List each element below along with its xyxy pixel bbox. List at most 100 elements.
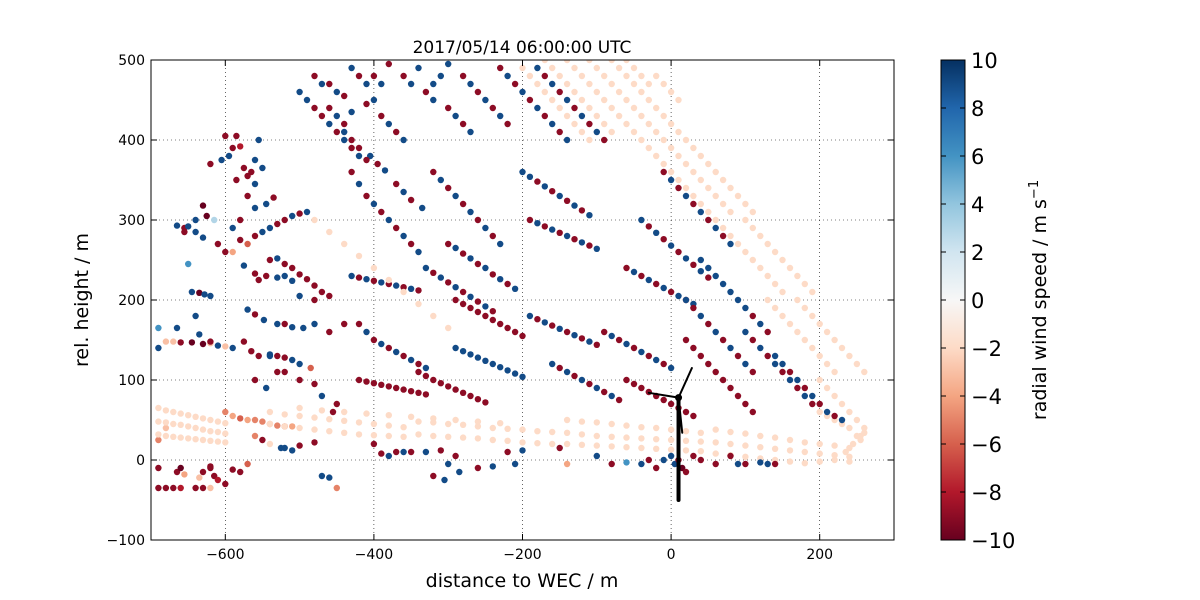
data-point — [199, 415, 207, 422]
data-point — [207, 160, 214, 168]
data-point — [326, 80, 333, 88]
data-point — [734, 192, 742, 200]
data-point — [173, 324, 181, 332]
data-point — [452, 416, 459, 424]
data-point — [556, 72, 563, 80]
data-point — [207, 437, 214, 444]
data-point — [563, 80, 571, 88]
data-point — [393, 180, 400, 188]
data-point — [489, 436, 496, 444]
data-point — [445, 104, 452, 112]
data-point — [400, 136, 407, 144]
data-point — [541, 60, 548, 64]
chart-title: 2017/05/14 06:00:00 UTC — [413, 38, 632, 58]
data-point — [296, 88, 303, 96]
data-point — [511, 80, 519, 88]
colorbar-tick-label: 8 — [971, 97, 984, 121]
data-point — [682, 428, 690, 435]
data-point — [653, 424, 660, 432]
data-point — [563, 197, 571, 204]
data-point — [311, 414, 318, 421]
data-point — [155, 464, 162, 472]
data-point — [593, 64, 600, 72]
data-point — [407, 196, 415, 204]
data-point — [445, 60, 452, 68]
data-point — [378, 340, 385, 348]
data-point — [623, 444, 630, 451]
data-point — [712, 328, 719, 336]
data-point — [289, 324, 296, 331]
data-point — [846, 424, 853, 432]
data-point — [296, 292, 303, 300]
data-point — [199, 202, 207, 209]
data-point — [526, 173, 534, 180]
data-point — [549, 188, 556, 195]
data-point — [333, 400, 340, 408]
data-point — [675, 184, 682, 192]
data-point — [638, 460, 645, 468]
data-point — [162, 424, 170, 432]
data-point — [719, 280, 727, 288]
data-point — [296, 210, 303, 217]
data-point — [697, 268, 704, 275]
data-point — [177, 421, 184, 428]
data-point — [690, 412, 697, 420]
data-point — [281, 260, 288, 268]
data-point — [660, 80, 667, 88]
data-point — [445, 420, 452, 428]
data-point — [281, 444, 288, 452]
data-point — [742, 400, 749, 408]
data-point — [244, 306, 251, 313]
data-point — [489, 316, 496, 324]
data-point — [497, 240, 504, 248]
data-point — [757, 344, 764, 352]
data-point — [430, 312, 437, 320]
data-point — [697, 176, 704, 184]
y-axis-ticks: −100 0 100 200 300 400 500 — [107, 53, 894, 549]
data-point — [534, 440, 541, 447]
data-point — [809, 392, 816, 400]
data-point — [667, 176, 675, 184]
data-point — [170, 338, 177, 345]
data-point — [801, 304, 808, 312]
data-point — [667, 452, 675, 460]
data-point — [601, 388, 608, 396]
data-point — [341, 92, 348, 100]
data-point — [846, 453, 853, 460]
data-point — [653, 280, 660, 288]
colorbar-tick-label: −6 — [971, 433, 1002, 457]
data-point — [727, 232, 734, 240]
data-point — [311, 426, 318, 433]
data-point — [162, 419, 170, 426]
data-point — [259, 228, 266, 236]
data-point — [608, 60, 615, 64]
data-point — [749, 312, 756, 320]
data-point — [400, 288, 407, 296]
data-point — [831, 442, 838, 449]
data-point — [563, 96, 571, 104]
data-point — [266, 420, 274, 428]
colorbar-label-exponent: −1 — [1027, 180, 1042, 199]
data-point — [422, 88, 430, 96]
data-point — [452, 284, 459, 291]
data-point — [214, 428, 222, 436]
y-tick-label: 500 — [118, 53, 145, 69]
data-point — [511, 285, 519, 292]
data-point — [526, 216, 534, 224]
data-point — [630, 128, 638, 136]
data-point — [355, 72, 363, 80]
data-point — [816, 376, 823, 384]
data-point — [623, 459, 630, 466]
data-point — [289, 356, 296, 364]
data-point — [341, 429, 348, 436]
data-point — [259, 164, 266, 172]
data-point — [251, 376, 259, 384]
data-point — [333, 484, 340, 492]
data-point — [571, 120, 578, 128]
data-point — [497, 420, 504, 427]
data-point — [801, 448, 808, 456]
data-point — [251, 232, 259, 240]
data-point — [251, 204, 259, 212]
data-point — [251, 416, 259, 424]
